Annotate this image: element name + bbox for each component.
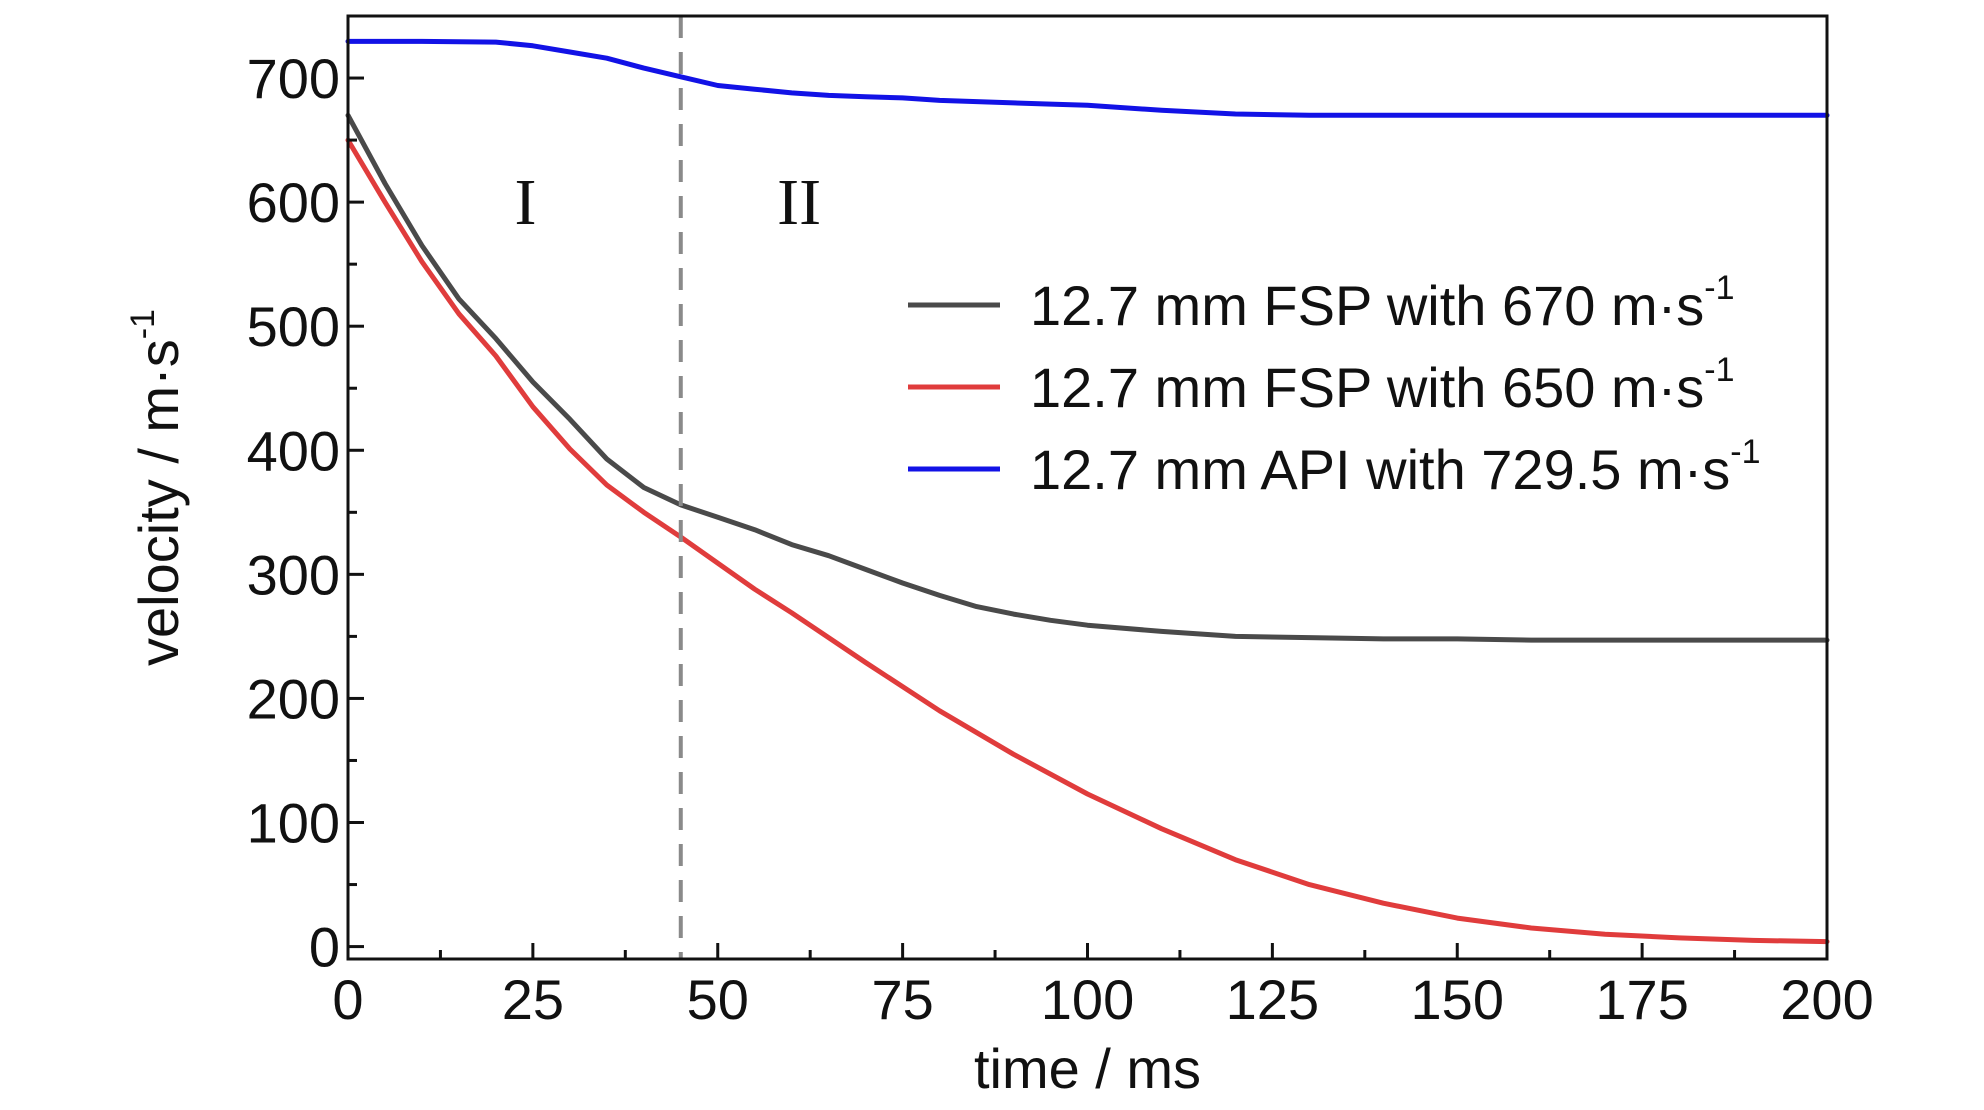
series-line-3 [345,38,1830,118]
legend-label-2: 12.7 mm FSP with 650 m·s-1 [1030,351,1735,419]
x-tick-label: 150 [1411,968,1504,1031]
legend: 12.7 mm FSP with 670 m·s-1 12.7 mm FSP wi… [908,269,1761,501]
region-label-1: I [514,166,536,239]
x-tick-label: 75 [871,968,933,1031]
region-labels: I II [514,166,821,239]
x-tick-label: 200 [1780,968,1873,1031]
y-tick-label: 100 [247,792,340,855]
y-tick-label: 400 [247,419,340,482]
x-tick-label: 175 [1595,968,1688,1031]
y-axis: 0 100 200 300 400 500 600 700 [247,47,364,979]
x-axis: 0 25 50 75 100 125 150 175 200 [332,943,1874,1031]
y-axis-title-superscript: -1 [124,309,162,339]
y-axis-title: velocity / m·s-1 [124,309,190,666]
x-tick-label: 100 [1041,968,1134,1031]
legend-label-1: 12.7 mm FSP with 670 m·s-1 [1030,269,1735,337]
x-tick-label: 50 [687,968,749,1031]
series-line-1 [345,112,1830,643]
x-tick-label: 125 [1226,968,1319,1031]
y-tick-label: 200 [247,667,340,730]
y-tick-label: 0 [309,916,340,979]
x-tick-label: 0 [332,968,363,1031]
y-tick-label: 700 [247,47,340,110]
y-tick-label: 300 [247,543,340,606]
series-layer [345,38,1830,945]
series-line-2 [345,137,1830,945]
y-tick-label: 600 [247,171,340,234]
y-axis-title-main: velocity / m·s [127,339,190,666]
y-tick-label: 500 [247,295,340,358]
legend-label-3: 12.7 mm API with 729.5 m·s-1 [1030,433,1761,501]
region-label-2: II [777,166,821,239]
x-tick-label: 25 [502,968,564,1031]
x-axis-title: time / ms [974,1037,1201,1100]
